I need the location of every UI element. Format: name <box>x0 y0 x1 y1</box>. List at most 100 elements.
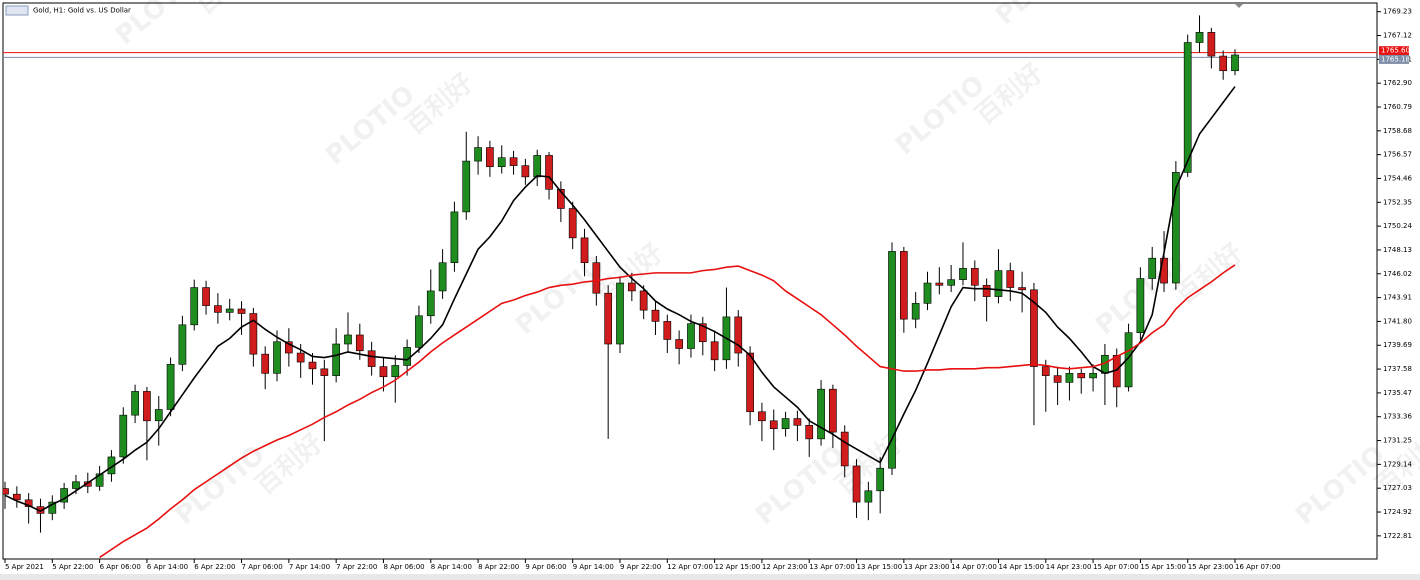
x-tick-label: 12 Apr 15:00 <box>715 563 761 571</box>
candle-body <box>509 157 518 166</box>
candle-body <box>261 353 270 374</box>
candle-body <box>1018 287 1026 291</box>
y-tick-label: 1769.23 <box>1383 8 1412 16</box>
candle-body <box>119 414 128 458</box>
candle-body <box>959 268 967 280</box>
candle-body <box>48 501 57 514</box>
candle-body <box>616 282 624 345</box>
candle-body <box>1207 32 1216 57</box>
candle-body <box>639 290 648 311</box>
candle-body <box>533 155 542 178</box>
candle-body <box>876 467 885 492</box>
candle-body <box>994 270 1003 297</box>
x-tick-label: 6 Apr 06:00 <box>100 563 141 571</box>
candle-body <box>781 418 790 429</box>
candle-body <box>687 323 695 349</box>
candle-body <box>829 388 837 433</box>
candle-body <box>486 147 494 168</box>
moving-average <box>99 264 1236 559</box>
y-tick-label: 1743.91 <box>1383 294 1412 302</box>
candle-body <box>1231 54 1239 72</box>
candle-body <box>1053 375 1062 383</box>
candle-body <box>284 341 293 354</box>
candle-body <box>545 155 553 190</box>
candle-body <box>1148 257 1157 279</box>
y-tick-label: 1735.47 <box>1383 389 1412 397</box>
candle-body <box>557 189 565 209</box>
candle-body <box>663 321 672 340</box>
candle-body <box>178 324 187 365</box>
candle-body <box>769 420 778 429</box>
x-tick-label: 9 Apr 22:00 <box>620 563 661 571</box>
candle-body <box>1041 366 1050 376</box>
x-tick-label: 14 Apr 23:00 <box>1046 563 1092 571</box>
candle-body <box>888 251 896 469</box>
x-tick-label: 6 Apr 14:00 <box>147 563 188 571</box>
y-tick-label: 1767.12 <box>1383 32 1412 40</box>
candle-body <box>3 488 9 495</box>
candle-body <box>604 292 613 345</box>
candle-body <box>1077 373 1086 379</box>
candle-body <box>202 287 210 306</box>
candle-body <box>1136 278 1145 334</box>
candle-body <box>1089 373 1097 379</box>
candle-body <box>225 308 234 313</box>
candle-body <box>296 352 305 363</box>
x-tick-label: 9 Apr 14:00 <box>573 563 614 571</box>
candle-body <box>734 316 743 354</box>
candle-body <box>497 157 506 168</box>
y-tick-label: 1733.36 <box>1383 413 1412 421</box>
y-tick-label: 1758.68 <box>1383 127 1412 135</box>
x-tick-label: 12 Apr 07:00 <box>667 563 713 571</box>
candle-body <box>166 364 175 410</box>
candle-body <box>852 465 861 503</box>
x-tick-label: 16 Apr 07:00 <box>1235 563 1281 571</box>
candle-body <box>899 251 908 320</box>
shift-marker <box>1235 4 1243 8</box>
candle-body <box>60 488 68 503</box>
candle-body <box>154 409 163 422</box>
x-tick-label: 12 Apr 23:00 <box>762 563 808 571</box>
candle-body <box>793 418 802 426</box>
x-tick-label: 6 Apr 22:00 <box>194 563 235 571</box>
x-tick-label: 8 Apr 06:00 <box>383 563 424 571</box>
candle-body <box>911 303 920 320</box>
candle-body <box>1183 42 1192 173</box>
candle-body <box>214 305 222 313</box>
x-tick-label: 9 Apr 06:00 <box>525 563 566 571</box>
candle-body <box>864 490 873 503</box>
x-tick-label: 5 Apr 22:00 <box>52 563 93 571</box>
candle-body <box>72 481 80 489</box>
candle-body <box>580 237 589 264</box>
candle-body <box>332 343 341 376</box>
candle-body <box>308 361 317 370</box>
y-tick-label: 1724.92 <box>1383 508 1412 516</box>
candle-body <box>1172 172 1180 284</box>
candle-body <box>1006 270 1015 288</box>
candle-body <box>758 411 766 422</box>
candle-body <box>474 147 482 162</box>
candle-body <box>249 313 258 355</box>
x-tick-label: 14 Apr 07:00 <box>951 563 997 571</box>
y-tick-label: 1729.14 <box>1383 460 1412 468</box>
candle-body <box>143 391 151 422</box>
chart-title: Gold, H1: Gold vs. US Dollar <box>33 7 131 15</box>
y-tick-label: 1750.24 <box>1383 222 1412 230</box>
candle-body <box>970 268 979 286</box>
candle-body <box>1030 289 1038 367</box>
y-tick-label: 1752.35 <box>1383 198 1412 206</box>
candle-body <box>1219 55 1228 72</box>
candle-body <box>438 262 447 292</box>
moving-average <box>4 86 1236 513</box>
candle-body <box>355 334 364 352</box>
y-tick-label: 1739.69 <box>1383 341 1412 349</box>
candle-body <box>403 347 411 366</box>
price-label: 1765.18 <box>1381 55 1410 63</box>
y-tick-label: 1741.80 <box>1383 317 1412 325</box>
candle-body <box>367 350 376 367</box>
candle-body <box>391 365 400 378</box>
price-box <box>1379 54 1409 64</box>
